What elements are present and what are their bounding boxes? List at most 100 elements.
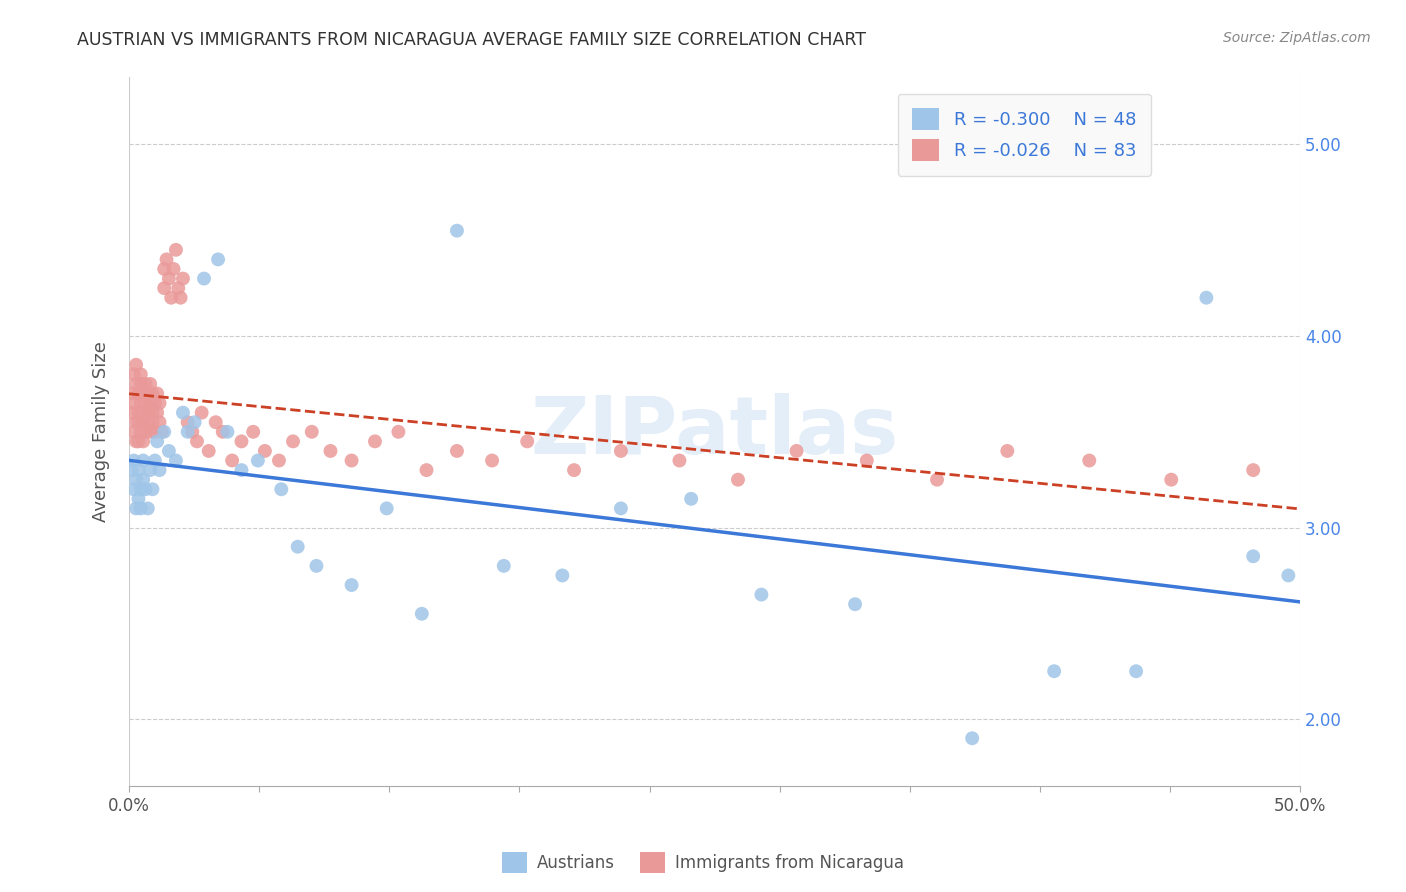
Point: [129, 425, 152, 439]
Point: [132, 406, 155, 420]
Point: [364, 434, 387, 449]
Point: [481, 453, 503, 467]
Point: [143, 425, 166, 439]
Point: [122, 453, 145, 467]
Y-axis label: Average Family Size: Average Family Size: [93, 342, 110, 522]
Point: [141, 415, 163, 429]
Point: [127, 386, 149, 401]
Point: [120, 406, 142, 420]
Point: [153, 281, 176, 295]
Point: [165, 453, 187, 467]
Point: [562, 463, 585, 477]
Point: [127, 406, 149, 420]
Point: [446, 224, 468, 238]
Point: [146, 406, 169, 420]
Point: [186, 434, 208, 449]
Point: [134, 482, 156, 496]
Point: [132, 386, 155, 401]
Point: [125, 501, 148, 516]
Point: [155, 252, 177, 267]
Point: [1160, 473, 1182, 487]
Point: [281, 434, 304, 449]
Point: [242, 425, 264, 439]
Point: [129, 482, 152, 496]
Point: [127, 434, 149, 449]
Legend: R = -0.300    N = 48, R = -0.026    N = 83: R = -0.300 N = 48, R = -0.026 N = 83: [897, 94, 1150, 176]
Point: [172, 271, 194, 285]
Point: [143, 453, 166, 467]
Point: [134, 425, 156, 439]
Point: [246, 453, 269, 467]
Point: [127, 491, 149, 506]
Point: [253, 444, 276, 458]
Point: [193, 271, 215, 285]
Point: [181, 425, 204, 439]
Point: [516, 434, 538, 449]
Point: [270, 482, 292, 496]
Point: [446, 444, 468, 458]
Text: Source: ZipAtlas.com: Source: ZipAtlas.com: [1223, 31, 1371, 45]
Point: [844, 597, 866, 611]
Point: [1241, 549, 1264, 564]
Point: [150, 425, 173, 439]
Point: [153, 262, 176, 277]
Point: [139, 463, 162, 477]
Point: [727, 473, 749, 487]
Point: [995, 444, 1018, 458]
Point: [136, 501, 159, 516]
Point: [129, 501, 152, 516]
Point: [127, 463, 149, 477]
Point: [120, 386, 142, 401]
Point: [551, 568, 574, 582]
Point: [190, 406, 212, 420]
Point: [183, 415, 205, 429]
Point: [681, 491, 703, 506]
Point: [157, 444, 180, 458]
Point: [122, 425, 145, 439]
Point: [129, 396, 152, 410]
Point: [287, 540, 309, 554]
Point: [786, 444, 808, 458]
Point: [139, 376, 162, 391]
Point: [176, 425, 198, 439]
Point: [231, 463, 253, 477]
Point: [148, 463, 170, 477]
Point: [141, 482, 163, 496]
Text: ZIPatlas: ZIPatlas: [530, 392, 898, 471]
Point: [139, 396, 162, 410]
Point: [157, 271, 180, 285]
Point: [610, 444, 633, 458]
Point: [132, 434, 155, 449]
Point: [129, 376, 152, 391]
Point: [165, 243, 187, 257]
Point: [1043, 664, 1066, 678]
Point: [960, 731, 983, 746]
Point: [136, 415, 159, 429]
Point: [136, 386, 159, 401]
Point: [204, 415, 226, 429]
Point: [153, 425, 176, 439]
Point: [122, 482, 145, 496]
Point: [125, 434, 148, 449]
Point: [134, 396, 156, 410]
Point: [1195, 291, 1218, 305]
Point: [146, 434, 169, 449]
Point: [120, 463, 142, 477]
Point: [167, 281, 190, 295]
Point: [127, 415, 149, 429]
Point: [134, 376, 156, 391]
Point: [221, 453, 243, 467]
Point: [305, 558, 328, 573]
Point: [122, 368, 145, 382]
Point: [169, 291, 191, 305]
Point: [340, 578, 363, 592]
Point: [139, 425, 162, 439]
Point: [172, 406, 194, 420]
Point: [125, 473, 148, 487]
Point: [375, 501, 398, 516]
Point: [141, 406, 163, 420]
Point: [141, 386, 163, 401]
Point: [125, 415, 148, 429]
Point: [125, 376, 148, 391]
Point: [1078, 453, 1101, 467]
